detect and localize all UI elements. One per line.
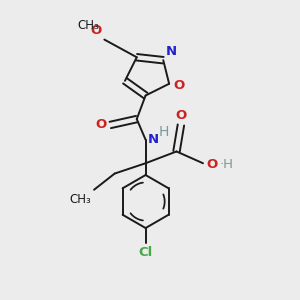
Text: O: O	[175, 109, 187, 122]
Text: O: O	[206, 158, 217, 171]
Text: O: O	[95, 118, 107, 131]
Text: N: N	[166, 45, 177, 58]
Text: ·H: ·H	[219, 158, 233, 171]
Text: CH₃: CH₃	[69, 193, 91, 206]
Text: CH₃: CH₃	[77, 19, 99, 32]
Text: Cl: Cl	[139, 246, 153, 259]
Text: O: O	[173, 79, 184, 92]
Text: H: H	[159, 125, 169, 139]
Text: N: N	[148, 133, 159, 146]
Text: O: O	[91, 24, 102, 37]
